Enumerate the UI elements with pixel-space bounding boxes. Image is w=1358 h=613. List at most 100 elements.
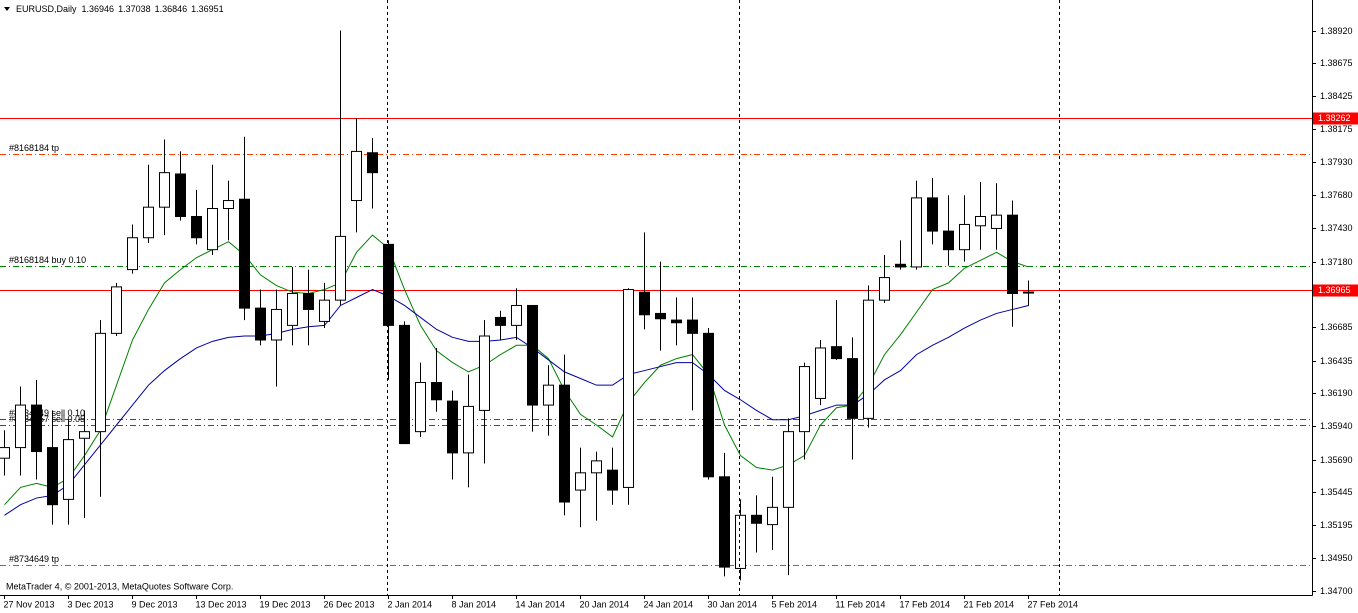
candle-body-up [63, 439, 74, 500]
candle-body-up [143, 206, 154, 239]
candle-body-down [47, 447, 58, 506]
candle-body-down [607, 469, 618, 491]
candle-body-down [431, 382, 442, 401]
candle-body-up [127, 237, 138, 271]
symbol-title: EURUSD,Daily [16, 4, 77, 14]
y-tick-label: 1.35940 [1320, 421, 1353, 431]
x-tick-label: 9 Dec 2013 [132, 599, 178, 609]
y-tick-label: 1.36685 [1320, 322, 1353, 332]
x-tick-label: 24 Jan 2014 [644, 599, 694, 609]
x-tick-label: 27 Feb 2014 [1028, 599, 1079, 609]
candle-body-up [1023, 291, 1034, 294]
y-tick-label: 1.35445 [1320, 487, 1353, 497]
candle-body-down [239, 198, 250, 309]
candle-body-down [639, 291, 650, 316]
y-tick-label: 1.38920 [1320, 26, 1353, 36]
candle-body-down [383, 243, 394, 326]
candle-body-down [927, 197, 938, 232]
y-tick-label: 1.38425 [1320, 91, 1353, 101]
candle-body-up [975, 215, 986, 227]
candle-body-up [95, 332, 106, 433]
candle-body-down [31, 404, 42, 453]
y-tick-label: 1.35195 [1320, 520, 1353, 530]
candle-body-up [207, 208, 218, 251]
candle-body-up [575, 472, 586, 491]
order-label: #8734649 sell 0.10 [9, 408, 85, 418]
candle-body-up [623, 289, 634, 488]
candle-body-up [767, 506, 778, 526]
x-tick-label: 14 Jan 2014 [516, 599, 566, 609]
y-tick-label: 1.34700 [1320, 586, 1353, 596]
menu-triangle[interactable] [4, 7, 10, 11]
candle-body-down [447, 400, 458, 454]
order-label: #8734649 tp [9, 554, 59, 564]
x-tick-label: 21 Feb 2014 [964, 599, 1015, 609]
y-tick-label: 1.38175 [1320, 124, 1353, 134]
candle-body-up [223, 200, 234, 210]
x-tick-label: 8 Jan 2014 [452, 599, 497, 609]
candle-body-down [687, 319, 698, 334]
candle-body-up [879, 277, 890, 301]
candle-body-down [751, 514, 762, 524]
candle-body-up [783, 431, 794, 508]
candle-body-down [895, 263, 906, 268]
close-quote: 1.36951 [191, 4, 224, 14]
candle-body-down [703, 332, 714, 478]
y-tick-label: 1.37180 [1320, 257, 1353, 267]
candle-body-up [479, 335, 490, 411]
candle-body-up [911, 197, 922, 268]
candle-body-down [831, 346, 842, 360]
candle-body-up [959, 223, 970, 251]
candle-body-up [271, 308, 282, 341]
order-label: #8168184 buy 0.10 [9, 255, 86, 265]
candle-body-up [511, 304, 522, 326]
candle-body-up [815, 347, 826, 399]
candle-body-down [367, 152, 378, 174]
candle-body-up [799, 366, 810, 433]
candle-body-up [335, 235, 346, 301]
y-tick-label: 1.34950 [1320, 553, 1353, 563]
order-label: #8734657 sell 0.05 [9, 414, 85, 424]
candle-body-up [591, 460, 602, 474]
candle-body-up [863, 299, 874, 419]
x-tick-label: 3 Dec 2013 [68, 599, 114, 609]
candle-body-up [0, 447, 10, 459]
plot: #8168184 tp #8168184 buy 0.10 #8734649 sel… [0, 30, 1312, 581]
candle-body-up [735, 514, 746, 569]
x-tick-label: 5 Feb 2014 [772, 599, 818, 609]
candle-body-down [495, 316, 506, 326]
x-tick-label: 2 Jan 2014 [388, 599, 433, 609]
x-tick-label: 11 Feb 2014 [836, 599, 886, 609]
candle-body-up [463, 405, 474, 454]
header: EURUSD,Daily 1.36946 1.37038 1.36846 1.36951 [16, 4, 224, 14]
candle-body-down [655, 312, 666, 320]
price-marker-label: 1.36965 [1318, 285, 1351, 295]
candle-body-up [287, 293, 298, 326]
high-quote: 1.37038 [118, 4, 151, 14]
x-tick-label: 27 Nov 2013 [4, 599, 55, 609]
candle-body-down [1007, 214, 1018, 295]
candle-body-up [991, 214, 1002, 229]
candle-body-up [319, 299, 330, 322]
price-marker [1313, 112, 1358, 125]
x-tick-label: 30 Jan 2014 [708, 599, 758, 609]
y-tick-label: 1.37930 [1320, 157, 1353, 167]
candle-body-down [943, 230, 954, 251]
y-tick-label: 1.37680 [1320, 190, 1353, 200]
candle-body-down [399, 324, 410, 445]
y-tick-label: 1.37430 [1320, 223, 1353, 233]
y-tick-label: 1.36190 [1320, 388, 1353, 398]
candle-body-down [255, 307, 266, 341]
x-tick-label: 26 Dec 2013 [324, 599, 375, 609]
candle-body-up [79, 431, 90, 439]
candle-body-up [15, 404, 26, 449]
candle-body-up [111, 286, 122, 334]
y-tick-label: 1.36435 [1320, 356, 1353, 366]
candle-body-up [351, 150, 362, 202]
candle-body-up [543, 384, 554, 406]
order-label: #8168184 tp [9, 143, 59, 153]
candle-body-up [159, 172, 170, 208]
price-marker-label: 1.38262 [1318, 113, 1351, 123]
